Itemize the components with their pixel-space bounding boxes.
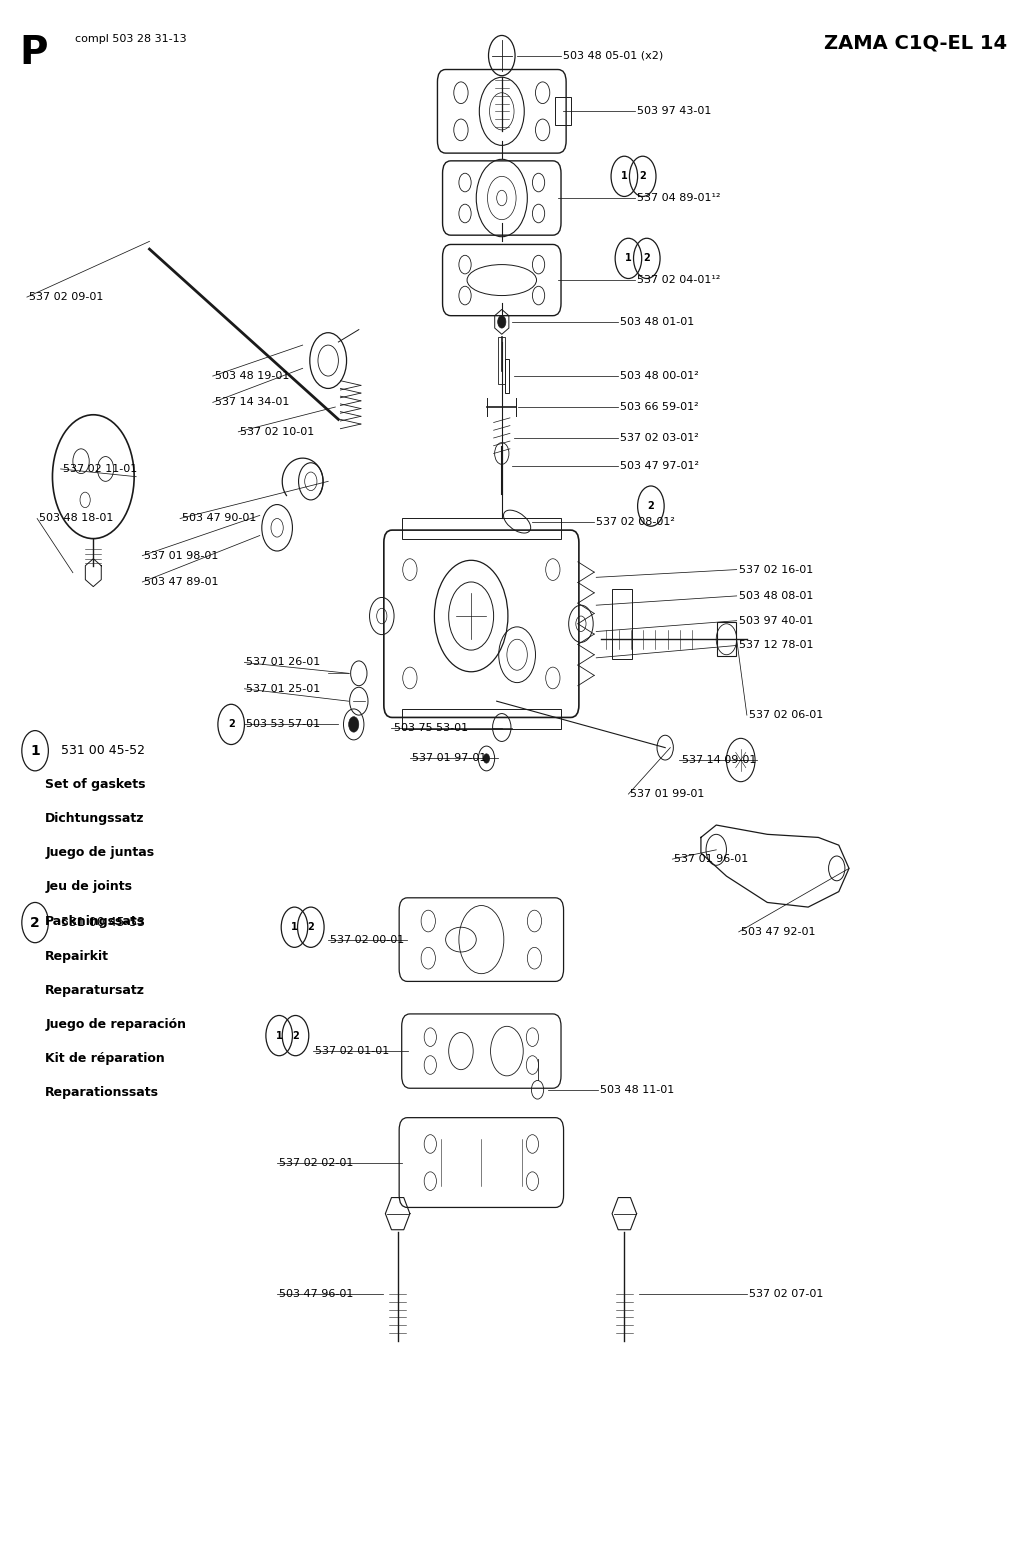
Text: 537 01 97-01: 537 01 97-01 (412, 754, 486, 763)
Bar (717, 622, 735, 656)
Text: 2: 2 (31, 915, 40, 929)
Text: 503 47 96-01: 503 47 96-01 (280, 1289, 353, 1300)
Circle shape (348, 717, 358, 732)
Text: 1: 1 (621, 171, 628, 181)
Text: P: P (19, 34, 48, 71)
Text: 537 01 26-01: 537 01 26-01 (247, 658, 321, 667)
Text: 537 02 01-01: 537 02 01-01 (315, 1045, 389, 1056)
Text: 537 02 07-01: 537 02 07-01 (749, 1289, 823, 1300)
Text: 537 02 02-01: 537 02 02-01 (280, 1157, 353, 1168)
Text: 1: 1 (625, 253, 632, 264)
Text: 503 48 19-01: 503 48 19-01 (215, 371, 289, 382)
Text: 503 48 18-01: 503 48 18-01 (39, 513, 114, 524)
Text: compl 503 28 31-13: compl 503 28 31-13 (75, 34, 186, 43)
Text: 2: 2 (643, 253, 650, 264)
Text: 1: 1 (291, 923, 298, 932)
Text: 537 02 10-01: 537 02 10-01 (241, 427, 314, 437)
Text: 537 04 89-01¹²: 537 04 89-01¹² (637, 192, 720, 203)
Text: Jeu de joints: Jeu de joints (45, 881, 132, 893)
Text: 503 48 00-01²: 503 48 00-01² (621, 371, 699, 382)
Text: 537 02 11-01: 537 02 11-01 (62, 464, 137, 475)
Text: Packningssats: Packningssats (45, 915, 145, 927)
Bar (611, 589, 632, 659)
Circle shape (483, 754, 489, 763)
Text: 2: 2 (292, 1030, 299, 1041)
Text: 503 97 43-01: 503 97 43-01 (637, 107, 711, 116)
Text: Dichtungssatz: Dichtungssatz (45, 813, 144, 825)
Text: 503 47 90-01: 503 47 90-01 (182, 513, 257, 524)
Text: Juego de juntas: Juego de juntas (45, 847, 155, 859)
Text: 503 48 08-01: 503 48 08-01 (738, 591, 813, 600)
Text: 503 75 53-01: 503 75 53-01 (393, 723, 468, 732)
Text: 503 47 97-01²: 503 47 97-01² (621, 461, 699, 472)
Text: 531 00 45-52: 531 00 45-52 (60, 744, 144, 757)
Text: Reparationssats: Reparationssats (45, 1086, 160, 1100)
Text: 537 02 09-01: 537 02 09-01 (29, 292, 103, 302)
Bar (402, 518, 560, 538)
Text: 1: 1 (31, 744, 40, 758)
Text: 537 02 16-01: 537 02 16-01 (738, 565, 813, 574)
Text: 503 53 57-01: 503 53 57-01 (247, 720, 321, 729)
Text: 537 01 98-01: 537 01 98-01 (144, 551, 219, 560)
Text: 537 14 34-01: 537 14 34-01 (215, 397, 289, 408)
Text: 503 47 92-01: 503 47 92-01 (740, 927, 815, 937)
Text: Kit de réparation: Kit de réparation (45, 1052, 165, 1066)
Text: 537 01 96-01: 537 01 96-01 (675, 855, 749, 864)
Text: 537 01 25-01: 537 01 25-01 (247, 684, 321, 693)
Bar (402, 709, 560, 729)
Text: 537 02 03-01²: 537 02 03-01² (621, 433, 699, 444)
Text: ZAMA C1Q-EL 14: ZAMA C1Q-EL 14 (824, 34, 1008, 53)
Bar (555, 98, 570, 126)
Text: 537 14 09-01: 537 14 09-01 (682, 755, 756, 765)
Text: 503 48 01-01: 503 48 01-01 (621, 316, 694, 327)
Text: 2: 2 (639, 171, 646, 181)
Circle shape (498, 316, 506, 329)
Text: 537 12 78-01: 537 12 78-01 (738, 641, 813, 650)
Text: Reparatursatz: Reparatursatz (45, 985, 145, 997)
Text: 537 02 00-01: 537 02 00-01 (330, 935, 404, 945)
Text: 537 01 99-01: 537 01 99-01 (631, 789, 705, 799)
Text: 537 02 08-01²: 537 02 08-01² (596, 516, 675, 527)
Text: 531 00 45-53: 531 00 45-53 (60, 917, 144, 929)
Bar (505, 358, 509, 392)
Text: 503 66 59-01²: 503 66 59-01² (621, 402, 698, 413)
Text: 2: 2 (647, 501, 654, 512)
Text: Set of gaskets: Set of gaskets (45, 779, 145, 791)
Text: 503 47 89-01: 503 47 89-01 (144, 577, 219, 586)
Text: 2: 2 (227, 720, 234, 729)
Text: Repairkit: Repairkit (45, 951, 110, 963)
Text: 537 02 06-01: 537 02 06-01 (749, 710, 823, 720)
Text: Juego de reparación: Juego de reparación (45, 1019, 186, 1031)
Text: 503 48 05-01 (x2): 503 48 05-01 (x2) (563, 51, 664, 60)
Text: 503 97 40-01: 503 97 40-01 (738, 616, 813, 625)
Text: 503 48 11-01: 503 48 11-01 (600, 1084, 674, 1095)
Text: 1: 1 (275, 1030, 283, 1041)
Text: 2: 2 (307, 923, 314, 932)
Text: 537 02 04-01¹²: 537 02 04-01¹² (637, 275, 720, 285)
Bar (499, 338, 506, 383)
